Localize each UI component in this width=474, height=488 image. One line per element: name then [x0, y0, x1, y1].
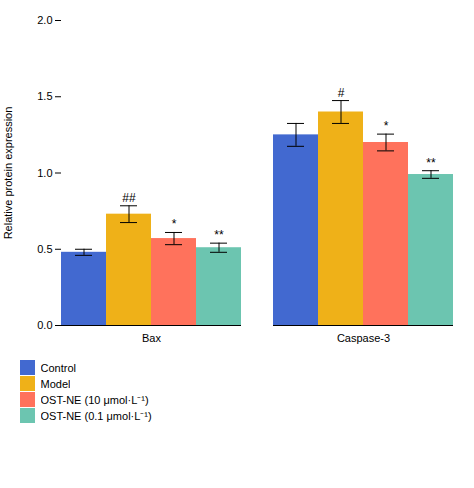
- svg-text:##: ##: [122, 191, 136, 205]
- svg-text:#: #: [338, 86, 345, 100]
- svg-text:0.5: 0.5: [37, 243, 52, 255]
- svg-text:*: *: [172, 217, 177, 231]
- svg-text:Caspase-3: Caspase-3: [337, 332, 390, 344]
- svg-text:0.0: 0.0: [37, 319, 52, 331]
- html-text:OST-NE (0.1 μmol·L⁻¹): OST-NE (0.1 μmol·L⁻¹): [40, 410, 152, 422]
- html-text:Control: Control: [40, 361, 76, 374]
- svg-text:1.5: 1.5: [37, 90, 52, 102]
- html-text:Model: Model: [40, 377, 71, 390]
- svg-text:Relative protein expression: Relative protein expression: [2, 107, 14, 240]
- svg-text:Bax: Bax: [142, 332, 161, 344]
- svg-text:2.0: 2.0: [37, 14, 52, 26]
- html-text:OST-NE (10 μmol·L⁻¹): OST-NE (10 μmol·L⁻¹): [40, 394, 149, 406]
- svg-text:1.0: 1.0: [37, 167, 52, 179]
- svg-text:**: **: [214, 228, 224, 242]
- svg-text:*: *: [384, 119, 389, 133]
- svg-text:**: **: [426, 156, 436, 170]
